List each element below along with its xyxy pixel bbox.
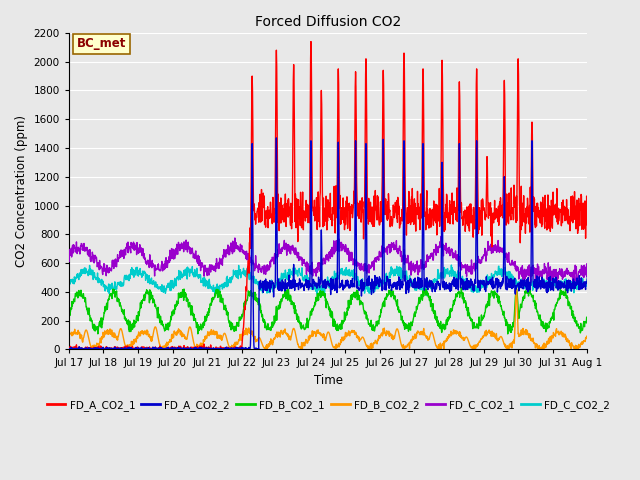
Y-axis label: CO2 Concentration (ppm): CO2 Concentration (ppm) [15,115,28,267]
X-axis label: Time: Time [314,374,342,387]
Text: BC_met: BC_met [77,37,126,50]
Title: Forced Diffusion CO2: Forced Diffusion CO2 [255,15,401,29]
Legend: FD_A_CO2_1, FD_A_CO2_2, FD_B_CO2_1, FD_B_CO2_2, FD_C_CO2_1, FD_C_CO2_2: FD_A_CO2_1, FD_A_CO2_2, FD_B_CO2_1, FD_B… [42,396,614,415]
